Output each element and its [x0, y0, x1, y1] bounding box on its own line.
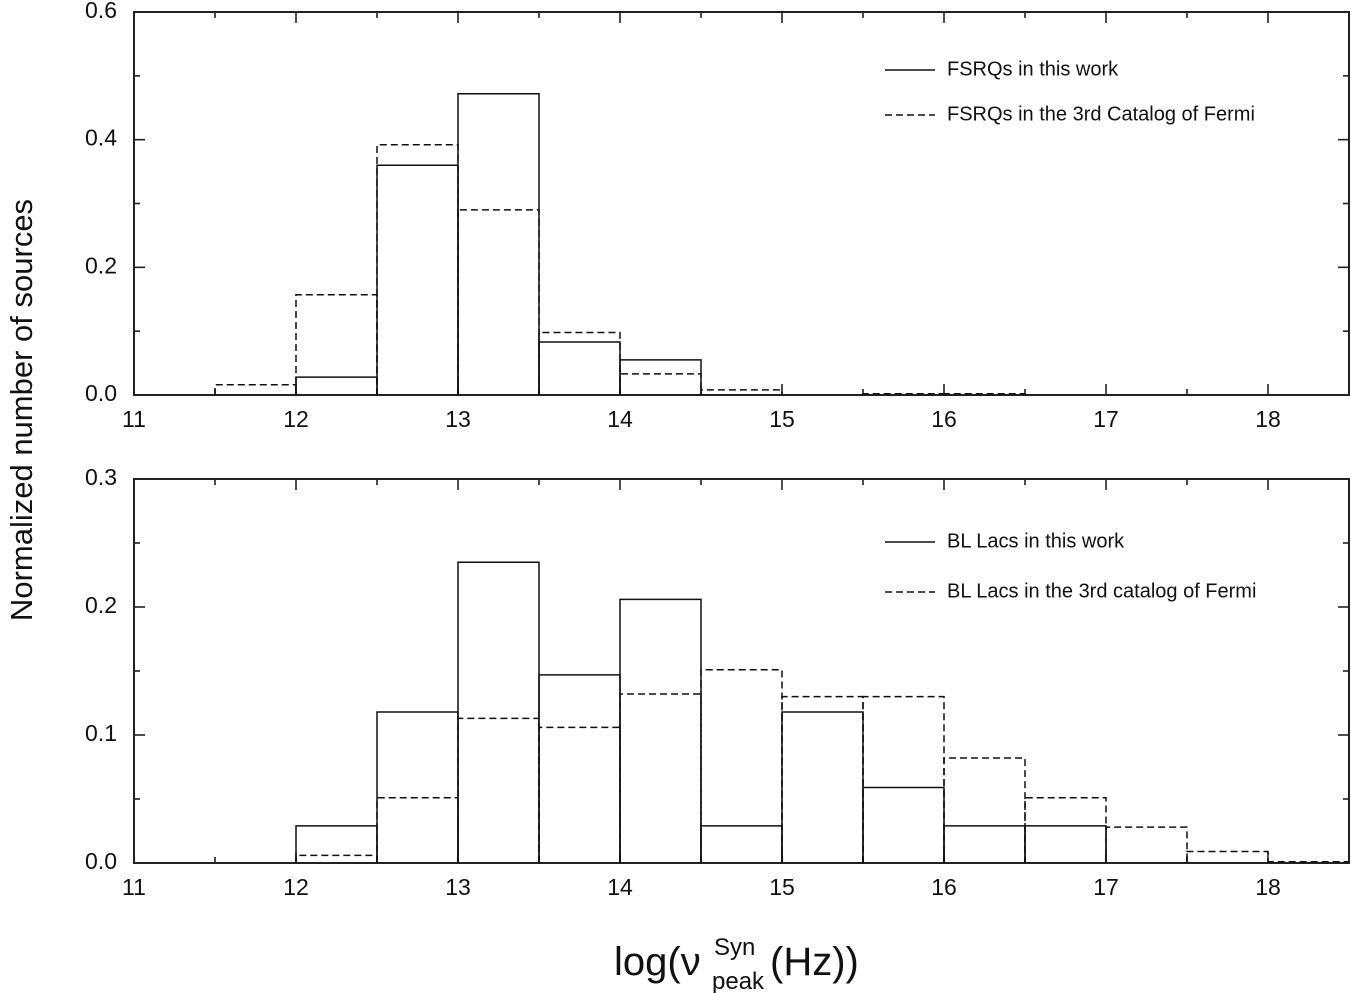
x-tick-label: 13: [445, 874, 471, 900]
y-tick-label: 0.4: [85, 125, 117, 151]
x-tick-label: 18: [1255, 874, 1281, 900]
legend-label: BL Lacs in the 3rd catalog of Fermi: [947, 580, 1256, 602]
x-tick-label: 11: [122, 874, 146, 900]
histogram-bin: [376, 144, 459, 395]
x-tick-label: 16: [931, 874, 957, 900]
histogram-bin: [700, 668, 783, 863]
y-axis-label: Normalized number of sources: [4, 199, 39, 621]
x-tick-label: 15: [769, 874, 795, 900]
histogram-bin: [943, 757, 1026, 863]
x-tick-label: 15: [769, 406, 795, 432]
legend-label: FSRQs in the 3rd Catalog of Fermi: [947, 103, 1255, 125]
x-axis-label-superscript: Syn: [714, 934, 755, 961]
histogram-bin: [538, 341, 621, 395]
legend-label: BL Lacs in this work: [947, 530, 1125, 552]
x-tick-label: 13: [445, 406, 471, 432]
y-tick-label: 0.0: [85, 848, 117, 874]
y-tick-label: 0.1: [85, 720, 117, 746]
x-axis-label-subscript: peak: [712, 968, 765, 993]
x-tick-label: 17: [1093, 406, 1119, 432]
x-tick-label: 11: [122, 406, 146, 432]
x-axis-label: log(ν Syn peak (Hz)): [614, 934, 859, 993]
histogram-bin: [295, 294, 378, 395]
histogram-bin: [619, 373, 702, 395]
histogram-bin: [700, 389, 783, 395]
histogram-bin: [619, 693, 702, 863]
x-axis-label-suffix: (Hz)): [770, 940, 859, 984]
plot-frame: [133, 11, 1350, 396]
histogram-bin: [376, 796, 459, 863]
y-tick-label: 0.2: [85, 252, 117, 278]
x-tick-label: 18: [1255, 406, 1281, 432]
x-tick-label: 12: [283, 874, 309, 900]
bottom-panel-bllac: 11 12 13 14 15 16 17 18 0.0 0.1 0.2 0.3 BL Lacs in t…: [85, 464, 1350, 900]
histogram-bin: [1267, 860, 1350, 863]
histogram-bin: [862, 695, 945, 863]
legend-label: FSRQs in this work: [947, 58, 1119, 80]
histogram-bin: [214, 384, 297, 395]
histogram-bin: [457, 92, 540, 395]
histogram-bin: [457, 561, 540, 863]
histogram-bin: [1186, 850, 1269, 863]
y-tick-label: 0.2: [85, 592, 117, 618]
histogram-bin: [376, 711, 459, 863]
series-catalog-dashed: [214, 144, 1026, 395]
y-tick-label: 0.6: [85, 0, 117, 23]
histogram-bin: [538, 331, 621, 395]
histogram-bin: [295, 854, 378, 863]
series-this-work-solid: [295, 92, 702, 395]
histogram-bin: [781, 695, 864, 863]
histogram-bin: [943, 392, 1026, 395]
histogram-bin: [1024, 796, 1107, 863]
x-tick-label: 14: [607, 406, 633, 432]
histogram-bin: [376, 164, 459, 395]
series-catalog-dashed: [295, 668, 1350, 863]
histogram-bin: [862, 786, 945, 863]
y-tick-label: 0.3: [85, 464, 117, 490]
plot-frame: [133, 478, 1350, 864]
histogram-bin: [457, 209, 540, 395]
histogram-bin: [781, 711, 864, 863]
x-tick-label: 12: [283, 406, 309, 432]
histogram-bin: [457, 717, 540, 863]
histogram-bin: [700, 825, 783, 863]
histogram-bin: [538, 726, 621, 863]
histogram-bin: [619, 359, 702, 395]
histogram-bin: [943, 825, 1026, 863]
x-tick-label: 17: [1093, 874, 1119, 900]
histogram-bin: [538, 674, 621, 863]
histogram-bin: [1024, 825, 1107, 863]
x-tick-label: 16: [931, 406, 957, 432]
histogram-bin: [1105, 826, 1188, 863]
y-tick-label: 0.0: [85, 380, 117, 406]
histogram-bin: [295, 825, 378, 863]
top-panel-fsrq: 11 12 13 14 15 16 17 18 0.0 0.2 0.4 0.6 FSRQs in thi…: [85, 0, 1350, 432]
x-tick-label: 14: [607, 874, 633, 900]
histogram-bin: [295, 376, 378, 395]
x-axis-label-prefix: log(ν: [614, 940, 701, 984]
histogram-bin: [619, 598, 702, 863]
